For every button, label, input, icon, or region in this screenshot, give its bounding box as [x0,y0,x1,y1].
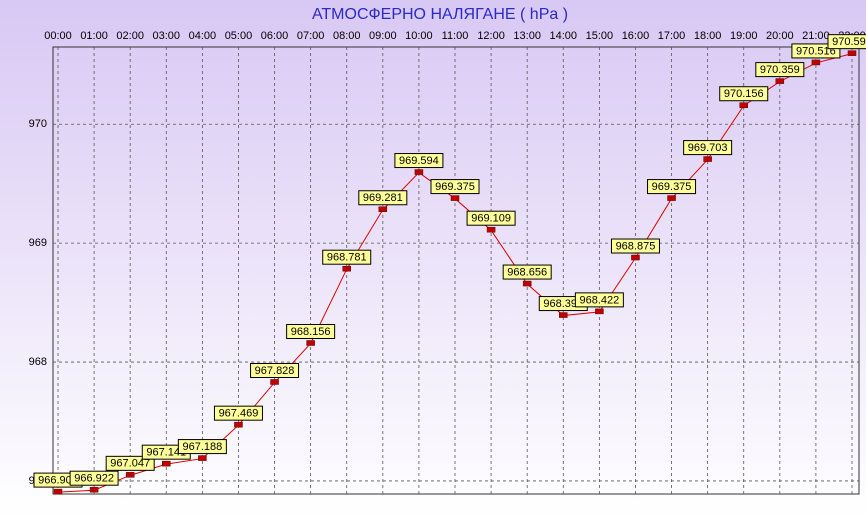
point [811,59,821,66]
point [270,379,279,385]
data-label: 970.156 [724,88,764,100]
data-label: 969.375 [652,181,692,193]
point [125,472,135,478]
data-label: 969.281 [363,192,403,204]
data-label: 966.906 [38,475,78,487]
y-tick-label: 968 [29,356,47,368]
data-label-box [358,190,408,206]
data-label: 968.156 [291,326,331,338]
data-label: 967.047 [110,458,150,470]
data-label-box [322,249,372,265]
x-tick-label: 17:00 [658,30,686,42]
data-label: 970.516 [796,45,836,57]
point [486,226,496,233]
x-tick-label: 18:00 [694,30,722,42]
data-label: 966.922 [74,473,114,485]
data-label-box [105,455,155,471]
point [342,265,351,272]
point [306,340,315,346]
data-label: 968.656 [507,266,547,278]
point [667,195,676,201]
data-label: 968.391 [543,298,583,310]
point [739,102,748,108]
point [595,308,604,315]
point [703,156,712,162]
data-label-box [466,210,516,226]
x-tick-label: 10:00 [405,30,433,42]
point [414,169,424,175]
x-tick-label: 02:00 [116,30,144,42]
point [631,254,640,261]
data-label: 969.703 [688,142,728,154]
point [450,195,460,201]
data-label-box [719,86,769,102]
data-label-box [827,34,866,50]
point [559,312,568,318]
data-label-box [430,179,480,195]
x-tick-label: 11:00 [442,30,469,42]
point [378,206,388,213]
x-tick-label: 06:00 [261,30,289,42]
y-tick-label: 969 [29,237,47,249]
data-label: 969.375 [435,181,475,193]
x-tick-label: 07:00 [297,30,325,42]
x-tick-label: 00:00 [44,30,72,42]
point [775,78,785,84]
data-label-box [755,62,805,78]
x-tick-label: 04:00 [189,30,217,42]
data-label-box [683,140,733,156]
point [522,280,532,287]
y-tick-label: 970 [29,118,47,130]
data-label-box [610,238,660,254]
data-label-box [286,323,336,339]
data-label: 969.594 [399,155,439,167]
data-label: 970.359 [760,64,800,76]
data-label-box [250,362,300,378]
data-label: 968.422 [579,294,619,306]
x-tick-label: 13:00 [513,30,541,42]
x-tick-label: 03:00 [153,30,181,42]
point [89,486,99,493]
point [234,421,243,428]
x-tick-label: 08:00 [333,30,361,42]
x-tick-label: 14:00 [550,30,578,42]
data-label-box [213,405,263,421]
data-label: 969.109 [471,213,511,225]
x-tick-label: 21:00 [802,30,830,42]
x-tick-label: 01:00 [80,30,108,42]
data-label: 970.594 [832,36,866,48]
data-label: 968.781 [327,252,367,264]
data-label-box [69,470,119,486]
x-tick-label: 05:00 [225,30,253,42]
data-label-box [502,264,552,280]
data-label-box [574,292,624,308]
data-label: 967.188 [182,441,222,453]
x-tick-label: 16:00 [622,30,650,42]
data-label-box [394,153,444,169]
point [162,460,171,467]
data-label: 967.828 [255,365,295,377]
plot-frame [52,46,860,495]
data-label: 968.875 [616,240,656,252]
point [198,455,207,461]
data-label-box [177,439,227,455]
x-tick-label: 19:00 [730,30,758,42]
data-label-box [647,179,697,195]
data-label: 967.469 [219,408,259,420]
data-label: 967.141 [146,447,186,459]
point [53,488,63,495]
chart-title: АТМОСФЕРНО НАЛЯГАНЕ ( hPa ) [312,6,568,23]
x-tick-label: 15:00 [586,30,614,42]
point [847,50,857,56]
x-tick-label: 12:00 [477,30,505,42]
x-tick-label: 20:00 [766,30,794,42]
x-tick-label: 09:00 [369,30,397,42]
